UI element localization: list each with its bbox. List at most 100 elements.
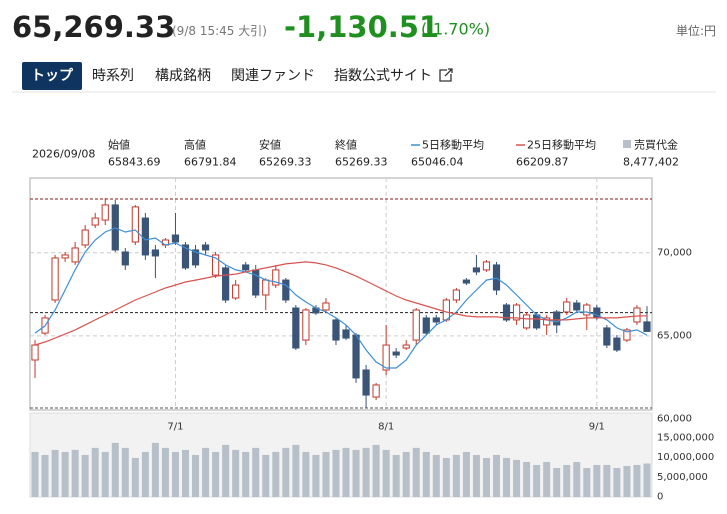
external-link-icon [439,68,453,82]
volume-bar [81,454,89,497]
update-time: (9/8 15:45 大引) [172,24,267,38]
volume-bar [161,447,169,497]
info-value: 66791.84 [184,156,237,169]
volume-bar [171,451,179,497]
volume-bar [111,442,119,497]
candle-body [613,337,621,351]
y-tick-label: 70,000 [657,247,692,258]
volume-bar [563,464,571,497]
volume-bar [352,449,360,497]
candle-body [392,351,400,356]
candle-body [492,264,501,291]
info-label: 始値 [108,138,130,152]
tab[interactable]: 構成銘柄 [155,68,211,84]
candle-body [232,284,240,299]
volume-bar [513,459,521,497]
candle-body [71,247,79,263]
volume-bar [302,451,310,497]
candle-body [302,309,310,341]
info-value: 65046.04 [411,156,464,169]
volume-bar [523,461,531,497]
candle-body [623,329,631,341]
candle-body [422,317,430,334]
candle-body [462,279,471,284]
candle-body [61,254,69,259]
volume-bar [462,451,470,497]
volume-bar [583,467,591,497]
candle-body [633,307,641,323]
volume-bar [392,454,400,497]
info-value: 65269.33 [259,156,312,169]
candle-body [252,269,260,296]
candle-body [272,269,280,286]
candle-body [533,314,541,329]
volume-bar [252,447,260,497]
volume-bar [553,467,561,497]
tab[interactable]: 時系列 [92,68,134,84]
tab[interactable]: トップ [31,68,74,84]
volume-bar [503,457,511,497]
candle-body [81,229,89,246]
candle-body [452,289,460,301]
price-change: -1,130.51 [284,10,439,44]
candle-body [282,279,290,301]
candle-body [51,257,59,301]
volume-bar [212,451,220,497]
volume-bar [141,451,149,497]
volume-bar [422,451,430,497]
info-label: 終値 [335,139,357,152]
candle-body [362,369,370,396]
candle-body [553,311,561,326]
volume-bar [603,464,611,497]
candle-body [242,264,250,271]
info-label: 安値 [259,139,281,152]
volume-bar [472,454,480,497]
volume-bar [442,457,450,497]
candle-body [543,317,551,326]
tab[interactable]: 関連ファンド [231,68,315,84]
volume-bar [192,454,200,497]
candle-body [171,234,180,243]
volume-bar [593,464,601,497]
candle-body [563,301,571,313]
candle-body [482,261,491,271]
volume-tick-label: 5,000,000 [657,472,708,483]
legend-label: 5日移動平均 [422,138,484,152]
tab-bar: トップ 時系列 構成銘柄 関連ファンド 指数公式サイト [12,62,716,93]
candle-body [412,309,420,341]
candle-body [472,267,481,273]
candle-body [522,314,531,329]
candle-body [292,307,300,349]
candle-body [402,344,410,349]
volume-bar [643,463,651,497]
info-date: 2026/09/08 [32,148,95,161]
info-value: 65843.69 [108,156,161,169]
legend-label: 25日移動平均 [527,138,596,152]
info-label: 高値 [184,138,206,152]
volume-bar [613,467,621,497]
volume-bar [121,447,129,497]
candle-body [573,302,581,311]
y-tick-label: 65,000 [657,330,692,341]
tab[interactable]: 指数公式サイト [334,68,432,84]
candle-body [342,329,350,339]
volume-bar [382,449,390,497]
volume-bar [543,461,551,497]
volume-bar [402,451,410,497]
candle-body [583,304,591,316]
candle-body [101,204,109,221]
legend-label: 売買代金 [634,139,678,152]
volume-bar [101,451,109,497]
volume-bar [151,442,159,497]
volume-tick-label: 0 [657,492,663,503]
candle-body [181,244,190,269]
price-change-pct: (-1.70%) [421,20,490,39]
info-value: 66209.87 [516,156,569,169]
unit: 単位:円 [676,24,716,38]
volume-bar [623,465,631,497]
volume-bar [292,444,300,497]
volume-bar [372,444,380,497]
volume-bar [232,449,240,497]
volume-bar [91,447,99,497]
tab-active-bg[interactable] [22,62,82,90]
